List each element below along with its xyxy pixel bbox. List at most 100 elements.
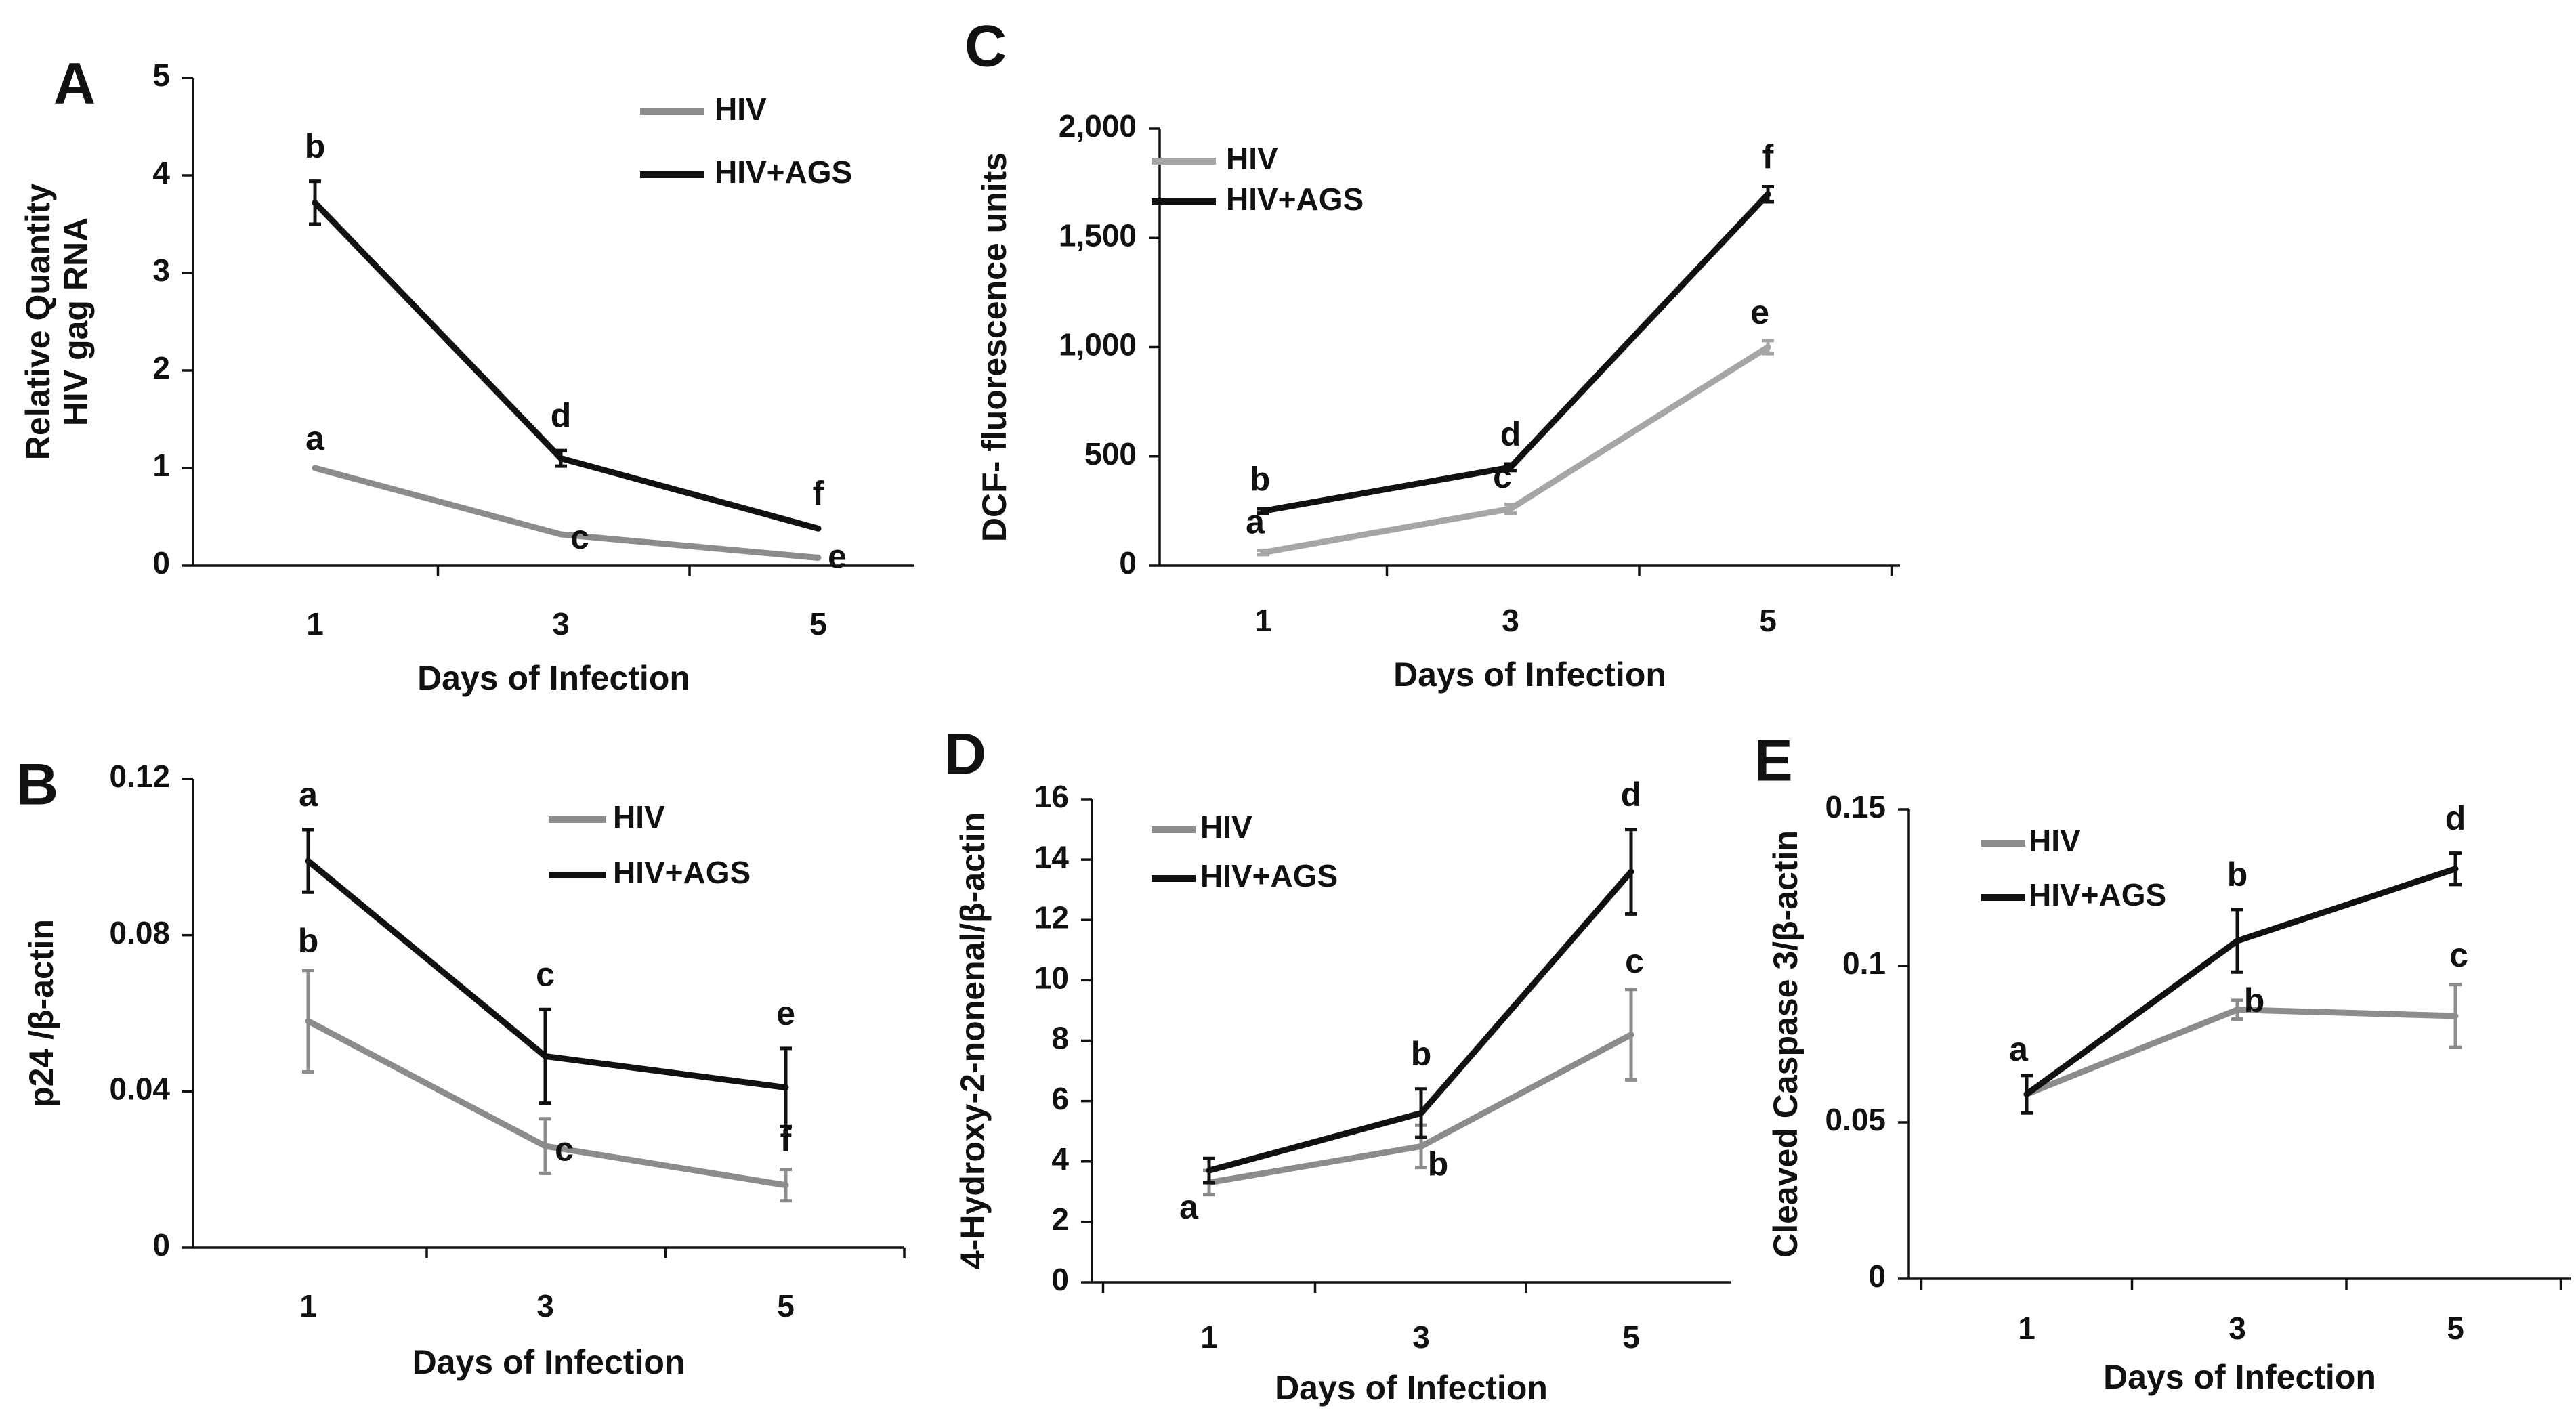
data-point bbox=[543, 1144, 547, 1149]
x-tick-label: 5 bbox=[2447, 1311, 2464, 1346]
significance-letter: b bbox=[305, 127, 326, 165]
y-tick-label: 10 bbox=[1034, 960, 1069, 996]
y-tick-label: 0 bbox=[1868, 1258, 1886, 1294]
legend-entry: HIV bbox=[715, 91, 767, 127]
y-tick-label: 5 bbox=[152, 58, 170, 93]
y-axis-title: HIV gag RNA bbox=[57, 217, 95, 426]
panel-label: E bbox=[1754, 729, 1792, 794]
significance-letter: c bbox=[1493, 457, 1512, 495]
data-point bbox=[313, 466, 317, 470]
data-point bbox=[1261, 550, 1265, 555]
significance-letter: d bbox=[551, 396, 572, 434]
series-line bbox=[2023, 1007, 2459, 1097]
y-tick-label: 0 bbox=[152, 1227, 170, 1263]
data-point bbox=[2025, 1092, 2029, 1097]
x-tick-label: 1 bbox=[306, 606, 324, 641]
y-tick-label: 1,000 bbox=[1059, 327, 1137, 362]
chart-panel-a: A 0 1 2 3 4 5 1 3 5 Days of Infection Relative Quan… bbox=[19, 51, 914, 697]
series-hiv bbox=[302, 969, 792, 1203]
x-tick-label: 3 bbox=[2229, 1311, 2246, 1346]
legend-entry: HIV+AGS bbox=[1200, 858, 1338, 893]
legend-entry: HIV bbox=[2029, 823, 2081, 858]
significance-letter: a bbox=[1179, 1188, 1199, 1226]
y-tick-label: 12 bbox=[1034, 899, 1069, 935]
data-point bbox=[306, 1019, 310, 1023]
legend-entry: HIV+AGS bbox=[1226, 182, 1364, 217]
data-point bbox=[816, 526, 820, 531]
series-hiv bbox=[1203, 988, 1637, 1197]
data-point bbox=[1207, 1168, 1211, 1173]
panel-label: D bbox=[944, 722, 986, 787]
y-tick-label: 500 bbox=[1084, 436, 1137, 471]
series-hiv-ags bbox=[302, 828, 792, 1128]
series-hiv bbox=[312, 465, 822, 561]
y-axis-title: Cleaved Caspase 3/β-actin bbox=[1767, 830, 1804, 1258]
x-tick-label: 3 bbox=[1412, 1319, 1430, 1355]
significance-letter: a bbox=[1246, 503, 1265, 541]
y-axis-title: 4-Hydroxy-2-nonenal/β-actin bbox=[954, 812, 992, 1269]
x-axis-title: Days of Infection bbox=[2103, 1358, 2376, 1396]
significance-letter: d bbox=[2445, 799, 2466, 837]
y-tick-label: 2 bbox=[152, 350, 170, 385]
significance-letter: c bbox=[2449, 936, 2468, 974]
x-tick-label: 1 bbox=[1200, 1319, 1218, 1355]
data-point bbox=[2453, 1013, 2457, 1018]
significance-letter: f bbox=[1762, 138, 1774, 176]
y-tick-label: 0.12 bbox=[109, 759, 170, 794]
significance-letter: e bbox=[776, 994, 795, 1032]
data-point bbox=[1508, 507, 1513, 511]
y-axis-title: Relative Quantity bbox=[19, 184, 57, 461]
significance-letter: e bbox=[1750, 293, 1769, 331]
series-line bbox=[1260, 191, 1771, 514]
data-point bbox=[543, 1054, 547, 1059]
y-tick-label: 0.15 bbox=[1825, 789, 1886, 824]
chart-panel-d: D 0 2 4 6 8 10 12 14 16 1 3 5 Days of Infection 4-Hydr… bbox=[944, 722, 1731, 1407]
y-tick-label: 1 bbox=[152, 448, 170, 483]
significance-letter: d bbox=[1621, 776, 1642, 813]
y-tick-label: 0.08 bbox=[109, 915, 170, 950]
series-hiv bbox=[1257, 339, 1774, 557]
panel-label: B bbox=[16, 753, 58, 818]
x-tick-label: 5 bbox=[1759, 603, 1777, 638]
chart-panel-c: C 0 500 1,000 1,500 2,000 1 3 5 Days of Infection… bbox=[965, 14, 1900, 694]
data-point bbox=[1766, 345, 1770, 350]
y-tick-label: 14 bbox=[1034, 839, 1070, 874]
series-hiv-ags bbox=[309, 179, 822, 532]
significance-letter: a bbox=[305, 419, 325, 457]
significance-letter: b bbox=[2227, 855, 2248, 893]
legend-entry: HIV bbox=[613, 799, 665, 834]
legend-entry: HIV bbox=[1226, 141, 1278, 176]
significance-letter: b bbox=[1411, 1035, 1432, 1073]
panel-label: A bbox=[54, 51, 96, 117]
series-hiv-ags bbox=[1257, 184, 1774, 515]
data-point bbox=[1508, 465, 1513, 469]
data-point bbox=[1419, 1111, 1423, 1116]
data-point bbox=[2235, 939, 2239, 944]
data-point bbox=[1629, 869, 1633, 874]
data-point bbox=[2235, 1007, 2239, 1012]
chart-panel-b: B 0 0.04 0.08 0.12 1 3 5 Days of Infection p24 /β… bbox=[16, 753, 906, 1381]
significance-letter: a bbox=[2009, 1030, 2029, 1068]
x-tick-label: 1 bbox=[2018, 1311, 2035, 1346]
data-point bbox=[2453, 866, 2457, 871]
x-tick-label: 1 bbox=[299, 1288, 317, 1323]
y-tick-label: 4 bbox=[1051, 1141, 1069, 1177]
data-point bbox=[1419, 1144, 1423, 1149]
y-tick-label: 2 bbox=[1051, 1202, 1069, 1237]
significance-letter: c bbox=[536, 955, 555, 993]
legend-entry: HIV+AGS bbox=[613, 855, 751, 890]
significance-letter: b bbox=[2244, 981, 2265, 1019]
x-axis-title: Days of Infection bbox=[1393, 656, 1666, 694]
significance-letter: c bbox=[570, 518, 589, 556]
x-tick-label: 5 bbox=[809, 606, 827, 641]
data-point bbox=[559, 532, 563, 536]
legend-entry: HIV bbox=[1200, 809, 1252, 845]
panel-label: C bbox=[965, 14, 1007, 79]
significance-letter: f bbox=[780, 1121, 792, 1159]
legend-entry: HIV+AGS bbox=[2029, 877, 2166, 912]
x-tick-label: 1 bbox=[1254, 603, 1272, 638]
y-tick-label: 1,500 bbox=[1059, 217, 1137, 253]
y-tick-label: 4 bbox=[152, 155, 170, 190]
x-axis-title: Days of Infection bbox=[413, 1343, 685, 1381]
data-point bbox=[784, 1085, 788, 1090]
